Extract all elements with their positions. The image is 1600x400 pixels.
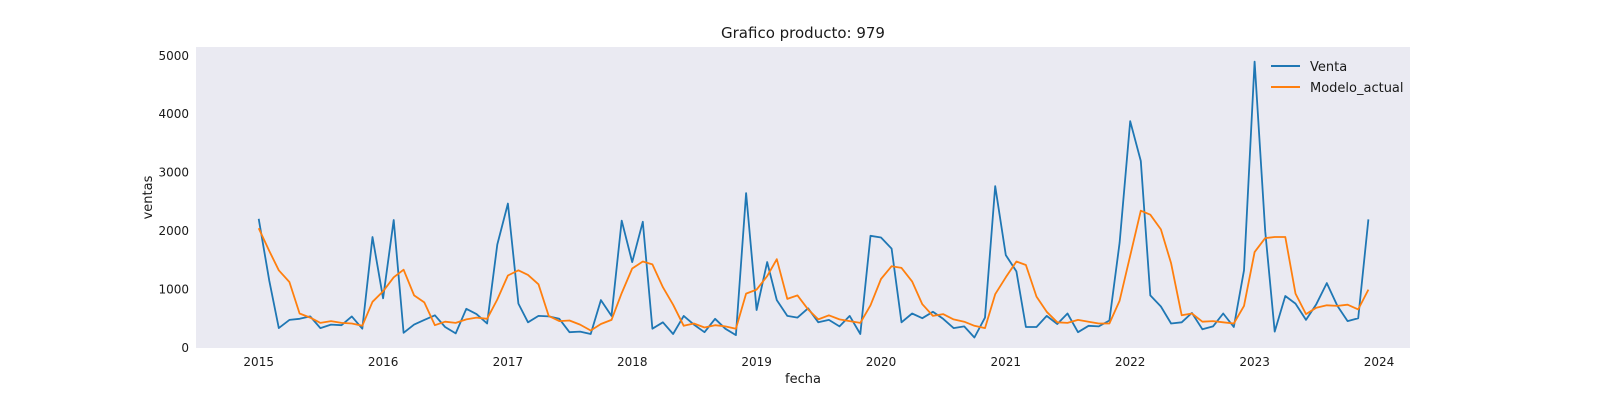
y-tick-label: 2000 <box>158 224 189 238</box>
x-axis: 2015 2016 2017 2018 2019 2020 2021 2022 2023 2024 <box>243 355 1394 369</box>
series-line-modelo-actual <box>257 209 1370 332</box>
x-tick-label: 2022 <box>1115 355 1146 369</box>
y-tick-label: 1000 <box>158 283 189 297</box>
x-tick-label: 2023 <box>1239 355 1270 369</box>
x-tick-label: 2021 <box>991 355 1022 369</box>
y-tick-label: 0 <box>181 341 189 355</box>
legend: Venta Modelo_actual <box>1271 60 1404 96</box>
y-tick-label: 3000 <box>158 166 189 180</box>
y-axis-label: ventas <box>141 175 156 219</box>
x-tick-label: 2019 <box>741 355 772 369</box>
y-tick-label: 5000 <box>158 49 189 63</box>
x-tick-label: 2017 <box>493 355 524 369</box>
x-tick-label: 2016 <box>368 355 399 369</box>
x-tick-label: 2024 <box>1364 355 1395 369</box>
x-axis-label: fecha <box>785 372 821 387</box>
x-tick-label: 2018 <box>617 355 648 369</box>
legend-label: Venta <box>1310 60 1347 75</box>
plot-background <box>196 47 1410 348</box>
chart-title: Grafico producto: 979 <box>721 24 885 42</box>
y-tick-label: 4000 <box>158 107 189 121</box>
x-tick-label: 2015 <box>243 355 274 369</box>
series-lines <box>257 60 1370 339</box>
legend-label: Modelo_actual <box>1310 81 1404 96</box>
x-tick-label: 2020 <box>866 355 897 369</box>
y-axis: 0 1000 2000 3000 4000 5000 <box>158 49 189 355</box>
